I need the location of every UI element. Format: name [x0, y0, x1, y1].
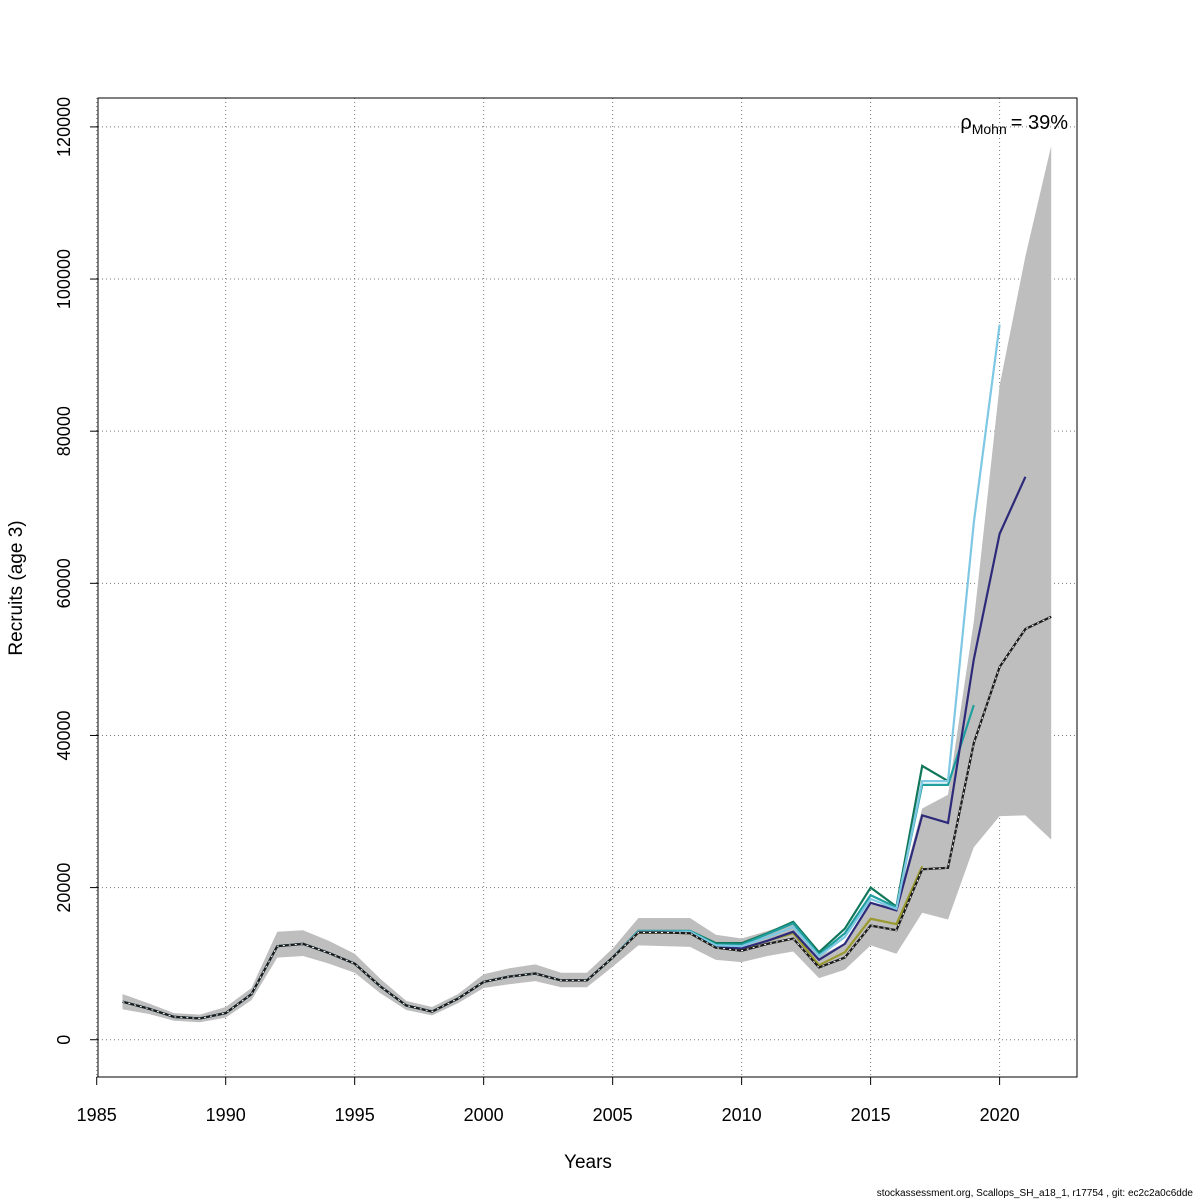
- rho-value: = 39%: [1011, 112, 1068, 134]
- y-tick-label: 0: [54, 1035, 74, 1045]
- rho-subscript: Mohn: [972, 121, 1007, 137]
- x-tick-label: 2000: [464, 1105, 504, 1125]
- y-tick-label: 120000: [54, 97, 74, 157]
- x-tick-label: 2020: [980, 1105, 1020, 1125]
- x-tick-label: 2015: [851, 1105, 891, 1125]
- x-tick-label: 1990: [206, 1105, 246, 1125]
- x-axis-title: Years: [564, 1152, 612, 1173]
- x-tick-label: 2010: [722, 1105, 762, 1125]
- base-estimate-dash-overlay: [122, 616, 1052, 1019]
- x-tick-label: 1995: [335, 1105, 375, 1125]
- y-tick-label: 100000: [54, 249, 74, 309]
- y-tick-label: 80000: [54, 406, 74, 456]
- mohn-rho-annotation: ρMohn = 39%: [960, 112, 1068, 137]
- y-tick-label: 40000: [54, 710, 74, 760]
- grid: [96, 98, 1077, 1077]
- x-tick-label: 1985: [77, 1105, 117, 1125]
- x-axis: 1985 1990 1995 2000 2005 2010 2015 2020: [77, 1076, 1020, 1125]
- y-axis-title: Recruits (age 3): [6, 520, 27, 655]
- y-tick-label: 20000: [54, 863, 74, 913]
- x-tick-label: 2005: [593, 1105, 633, 1125]
- rho-symbol: ρ: [960, 112, 971, 134]
- footer-credit: stockassessment.org, Scallops_SH_a18_1, …: [877, 1188, 1194, 1199]
- y-axis: 0 20000 40000 60000 80000 100000 120000: [54, 97, 99, 1045]
- series-layer: [122, 324, 1052, 1020]
- plot-frame: [97, 97, 1078, 1078]
- y-tick-label: 60000: [54, 558, 74, 608]
